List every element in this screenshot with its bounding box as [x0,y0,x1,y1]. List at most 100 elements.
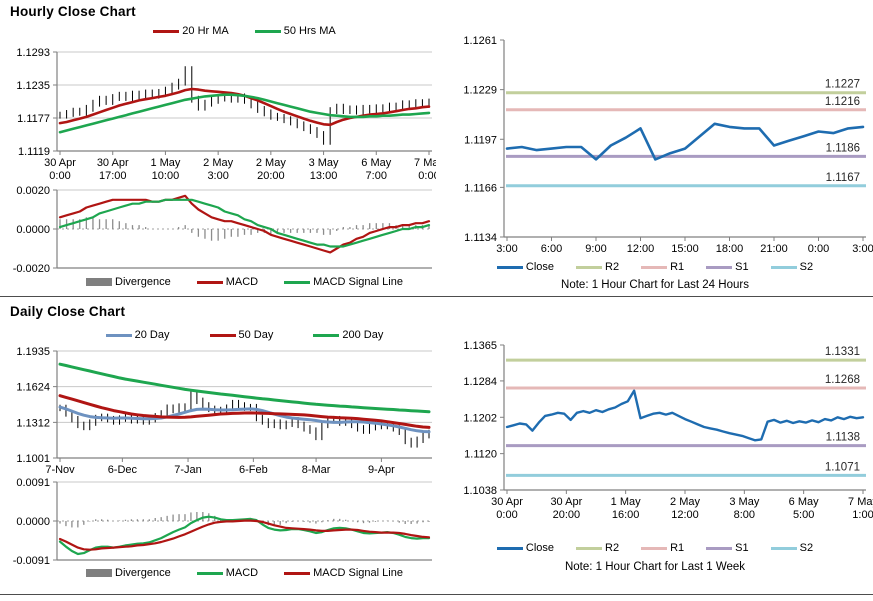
svg-text:30 Apr: 30 Apr [550,496,582,508]
svg-text:1.1216: 1.1216 [825,96,860,108]
svg-text:0:00: 0:00 [49,170,70,182]
svg-text:1.1261: 1.1261 [463,35,497,47]
svg-text:7:00: 7:00 [366,170,387,182]
legend-item-20-day: 20 Day [105,329,170,341]
legend-item-divergence: Divergence [86,567,171,579]
legend-item-s2: S2 [770,542,813,554]
svg-text:6 May: 6 May [361,157,391,169]
svg-text:2 May: 2 May [670,496,700,508]
line-swatch-icon [313,333,340,337]
svg-text:1.1268: 1.1268 [825,374,860,386]
svg-text:7 May: 7 May [848,496,873,508]
svg-text:0.0091: 0.0091 [16,477,50,489]
svg-text:16:00: 16:00 [612,509,640,521]
line-swatch-icon [641,546,668,550]
line-swatch-icon [770,546,797,550]
line-swatch-icon [576,265,603,269]
hourly-sr-legend: Close R2 R1 S1 S2 [447,261,863,273]
svg-text:8:00: 8:00 [734,509,755,521]
svg-text:1.1120: 1.1120 [464,449,497,461]
svg-text:3:00: 3:00 [852,243,873,255]
line-swatch-icon [706,546,733,550]
svg-text:1.1935: 1.1935 [16,346,50,358]
svg-text:5:00: 5:00 [793,509,814,521]
svg-text:1.1138: 1.1138 [826,432,860,444]
line-swatch-icon [496,265,523,269]
svg-text:1 May: 1 May [150,157,180,169]
svg-text:3:00: 3:00 [207,170,228,182]
line-swatch-icon [576,546,603,550]
svg-text:0.0000: 0.0000 [16,516,50,528]
svg-text:1.1227: 1.1227 [825,79,860,91]
legend-item-r2: R2 [576,542,619,554]
svg-text:6-Dec: 6-Dec [108,464,138,476]
svg-text:30 Apr: 30 Apr [97,157,129,169]
line-swatch-icon [254,29,281,33]
hourly-sr-note: Note: 1 Hour Chart for Last 24 Hours [561,279,749,291]
line-swatch-icon [105,333,132,337]
svg-text:7-Nov: 7-Nov [45,464,75,476]
svg-text:1.1177: 1.1177 [17,113,50,125]
svg-text:20:00: 20:00 [257,170,285,182]
svg-text:21:00: 21:00 [760,243,788,255]
legend-item-macd-signal-line: MACD Signal Line [284,276,403,288]
section-divider [0,296,873,297]
svg-text:9:00: 9:00 [585,243,606,255]
svg-text:0:00: 0:00 [418,170,436,182]
legend-item-s1: S1 [706,542,749,554]
legend-item-close: Close [496,261,554,273]
svg-text:0.0000: 0.0000 [16,224,50,236]
legend-item-r2: R2 [576,261,619,273]
legend-item-macd: MACD [196,276,258,288]
svg-text:1:00: 1:00 [852,509,873,521]
svg-text:1.1284: 1.1284 [463,376,497,388]
svg-text:10:00: 10:00 [152,170,180,182]
svg-text:2 May: 2 May [256,157,286,169]
svg-text:7 May: 7 May [414,157,436,169]
svg-text:6:00: 6:00 [541,243,562,255]
svg-text:0.0020: 0.0020 [16,185,50,197]
hourly-macd-legend: Divergence MACD MACD Signal Line [57,276,432,288]
hourly-macd-chart: 0.0020 0.0000 -0.0020 [13,185,432,273]
svg-text:1.1365: 1.1365 [463,340,497,352]
svg-text:1.1312: 1.1312 [16,417,50,429]
svg-text:6-Feb: 6-Feb [239,464,268,476]
svg-text:1.1119: 1.1119 [18,146,50,158]
daily-sr-legend: Close R2 R1 S1 S2 [447,542,863,554]
svg-text:8-Mar: 8-Mar [302,464,331,476]
svg-text:0:00: 0:00 [808,243,829,255]
svg-text:1.1071: 1.1071 [825,461,860,473]
svg-text:1.1134: 1.1134 [464,232,497,244]
svg-text:15:00: 15:00 [671,243,699,255]
svg-text:1.1624: 1.1624 [16,382,50,394]
svg-text:1.1167: 1.1167 [826,172,860,184]
svg-text:30 Apr: 30 Apr [491,496,523,508]
svg-text:1.1001: 1.1001 [16,453,50,465]
bar-swatch-icon [86,278,113,286]
line-swatch-icon [706,265,733,269]
svg-text:3:00: 3:00 [496,243,517,255]
line-swatch-icon [496,546,523,550]
legend-item-r1: R1 [641,261,684,273]
svg-text:7-Jan: 7-Jan [174,464,202,476]
legend-item-200-day: 200 Day [313,329,383,341]
line-swatch-icon [284,280,311,284]
svg-text:3 May: 3 May [309,157,339,169]
svg-text:2 May: 2 May [203,157,233,169]
legend-item-s2: S2 [770,261,813,273]
hourly-section-title: Hourly Close Chart [10,4,136,19]
daily-macd-legend: Divergence MACD MACD Signal Line [57,567,432,579]
svg-text:17:00: 17:00 [99,170,127,182]
legend-item-50-hrs-ma: 50 Hrs MA [254,25,336,37]
svg-text:1.1293: 1.1293 [16,47,50,59]
svg-text:-0.0020: -0.0020 [13,263,50,273]
svg-text:12:00: 12:00 [627,243,655,255]
line-swatch-icon [153,29,180,33]
bar-swatch-icon [86,569,113,577]
svg-text:13:00: 13:00 [310,170,338,182]
legend-item-s1: S1 [706,261,749,273]
legend-item-close: Close [496,542,554,554]
svg-text:1 May: 1 May [611,496,641,508]
line-swatch-icon [284,571,311,575]
